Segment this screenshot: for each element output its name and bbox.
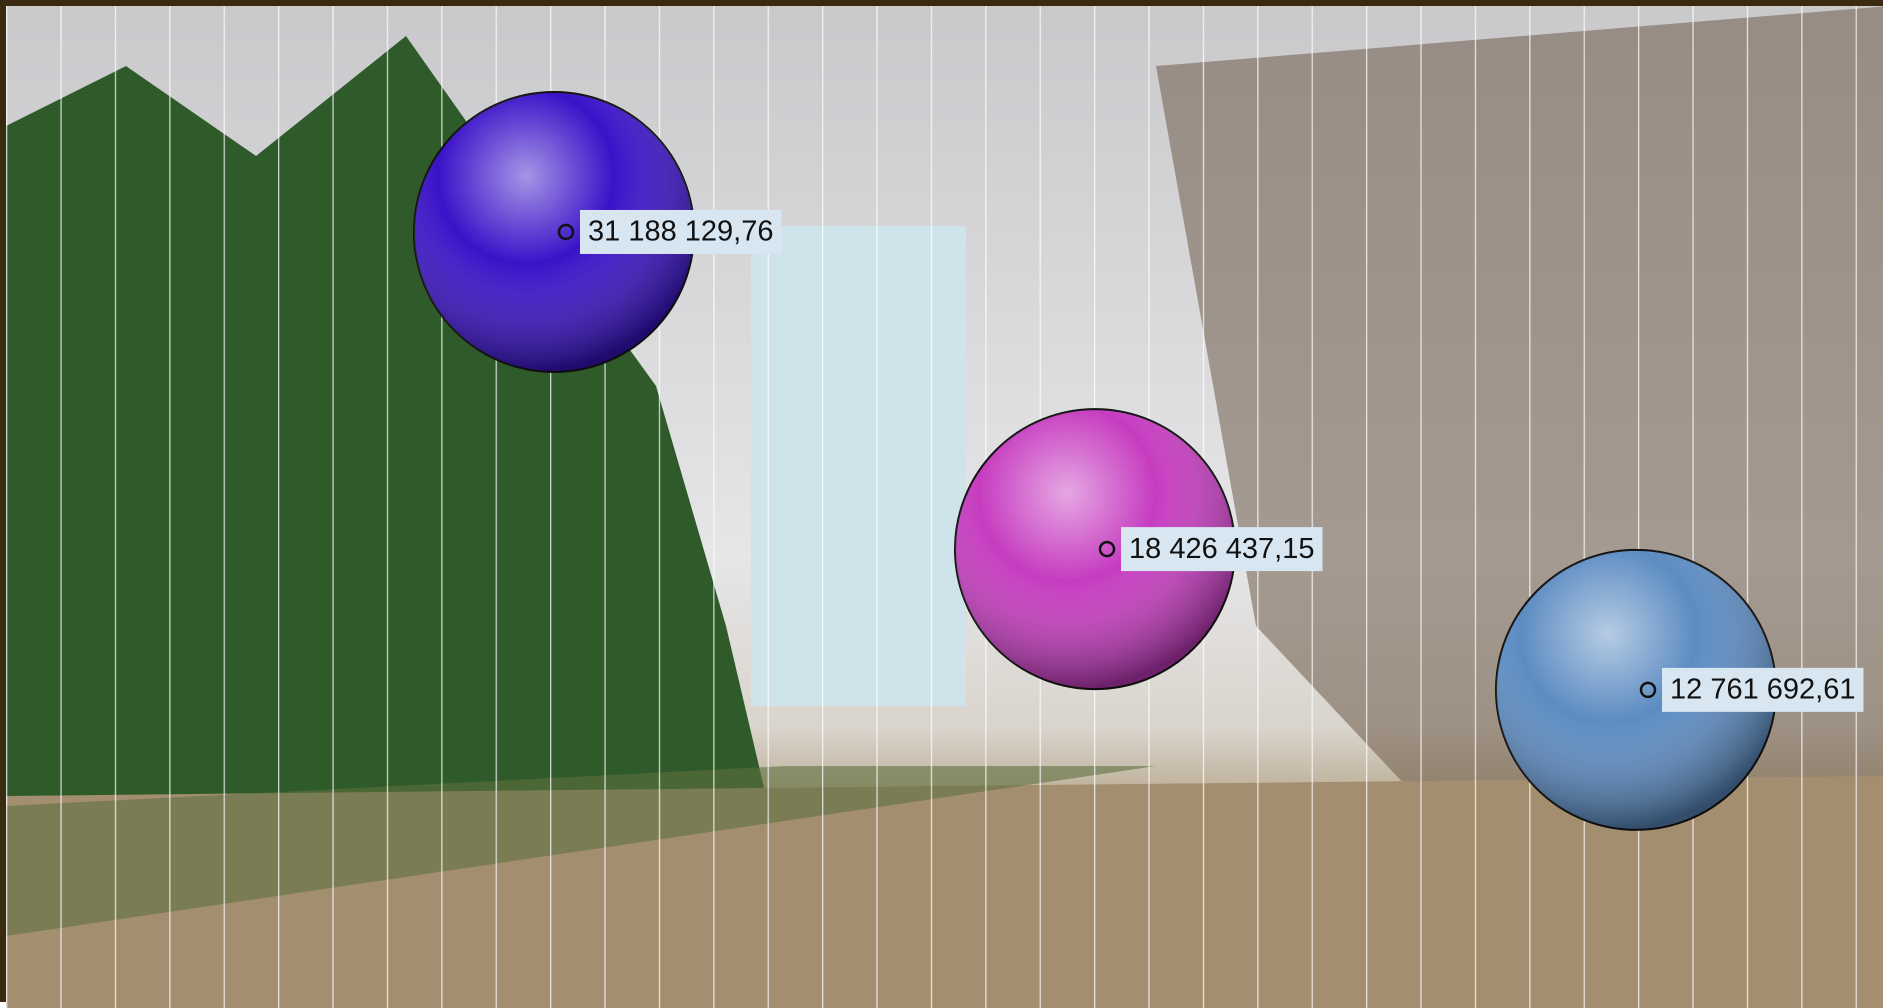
background-photo [6, 6, 1883, 1008]
chart-frame: 31 188 129,76 18 426 437,15 12 761 692,61 [0, 0, 1883, 1002]
value-label: 31 188 129,76 [580, 210, 781, 254]
value-label-text: 12 761 692,61 [1670, 674, 1855, 706]
value-label: 12 761 692,61 [1662, 668, 1863, 712]
value-label-text: 31 188 129,76 [588, 216, 773, 248]
value-label: 18 426 437,15 [1121, 527, 1322, 571]
value-label-text: 18 426 437,15 [1129, 533, 1314, 565]
chart: 31 188 129,76 18 426 437,15 12 761 692,61 [6, 6, 1883, 1008]
